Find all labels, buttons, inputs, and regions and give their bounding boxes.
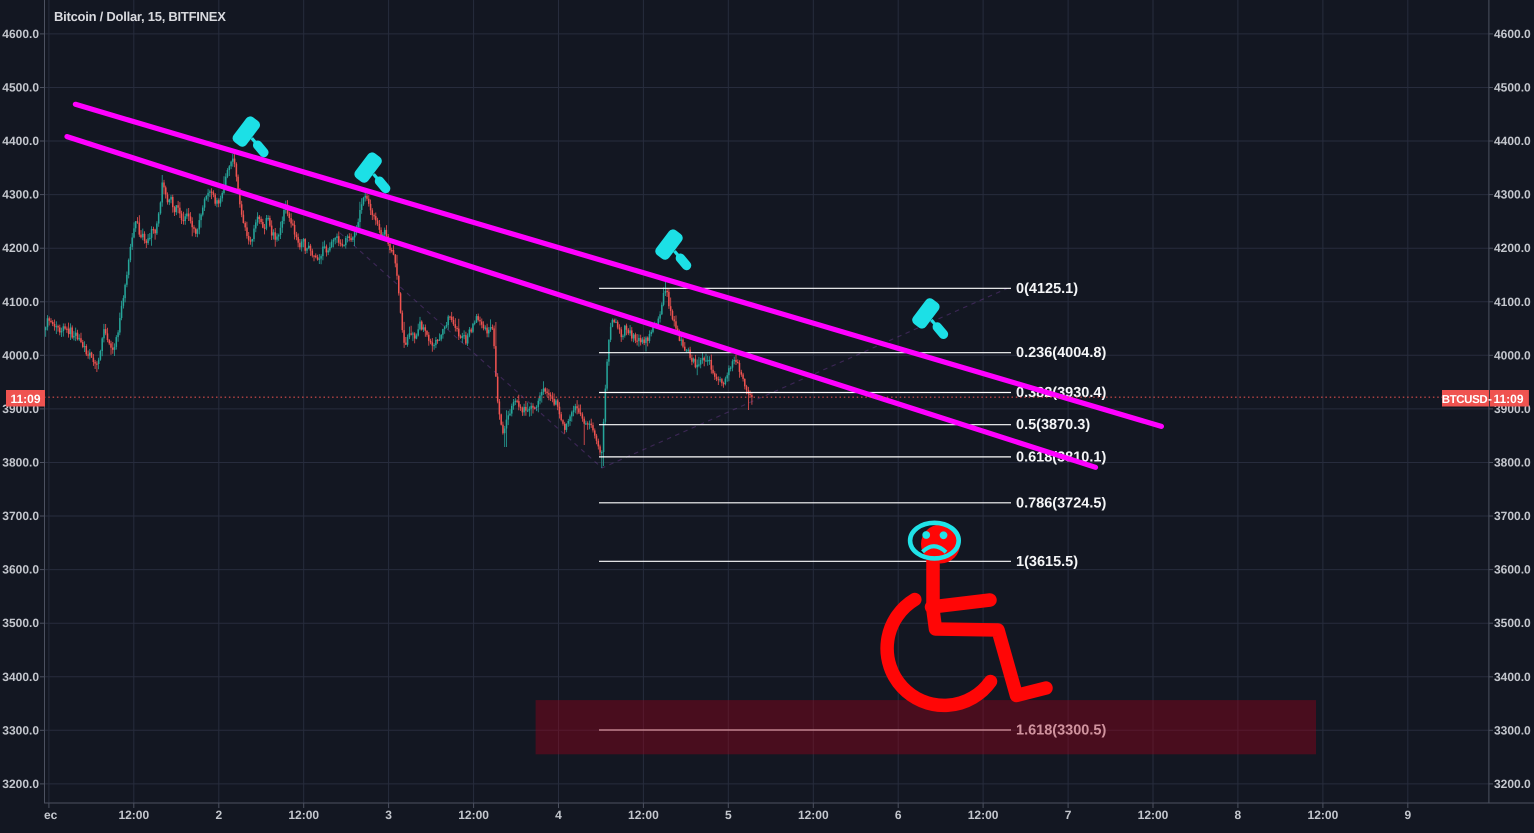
- svg-text:3: 3: [385, 808, 392, 822]
- svg-text:4600.0: 4600.0: [1494, 27, 1531, 41]
- svg-text:5: 5: [725, 808, 732, 822]
- svg-text:3600.0: 3600.0: [2, 563, 39, 577]
- svg-text:12:00: 12:00: [1138, 808, 1169, 822]
- svg-text:12:00: 12:00: [288, 808, 319, 822]
- svg-text:4600.0: 4600.0: [2, 27, 39, 41]
- svg-text:3800.0: 3800.0: [1494, 455, 1531, 469]
- svg-text:3400.0: 3400.0: [1494, 670, 1531, 684]
- svg-text:4200.0: 4200.0: [2, 241, 39, 255]
- svg-text:9: 9: [1404, 808, 1411, 822]
- svg-text:11:09: 11:09: [1493, 392, 1523, 406]
- svg-text:BTCUSD: BTCUSD: [1442, 394, 1488, 406]
- svg-text:-: -: [1488, 392, 1492, 406]
- svg-text:4400.0: 4400.0: [1494, 134, 1531, 148]
- svg-text:8: 8: [1235, 808, 1242, 822]
- svg-text:3500.0: 3500.0: [2, 616, 39, 630]
- svg-text:4200.0: 4200.0: [1494, 241, 1531, 255]
- svg-text:12:00: 12:00: [1308, 808, 1339, 822]
- svg-text:4100.0: 4100.0: [1494, 295, 1531, 309]
- svg-text:2: 2: [215, 808, 222, 822]
- svg-text:0.5(3870.3): 0.5(3870.3): [1016, 417, 1090, 433]
- svg-text:12:00: 12:00: [968, 808, 999, 822]
- svg-text:1.618(3300.5): 1.618(3300.5): [1016, 723, 1106, 739]
- svg-text:3500.0: 3500.0: [1494, 616, 1531, 630]
- svg-text:4000.0: 4000.0: [1494, 348, 1531, 362]
- svg-text:4000.0: 4000.0: [2, 348, 39, 362]
- svg-text:3800.0: 3800.0: [2, 455, 39, 469]
- svg-text:3700.0: 3700.0: [2, 509, 39, 523]
- svg-text:3300.0: 3300.0: [1494, 723, 1531, 737]
- svg-text:6: 6: [895, 808, 902, 822]
- svg-text:4: 4: [555, 808, 562, 822]
- svg-text:11:09: 11:09: [10, 392, 40, 406]
- svg-text:12:00: 12:00: [458, 808, 489, 822]
- svg-text:4500.0: 4500.0: [2, 80, 39, 94]
- svg-text:3400.0: 3400.0: [2, 670, 39, 684]
- svg-text:4300.0: 4300.0: [2, 188, 39, 202]
- svg-text:ec: ec: [44, 808, 58, 822]
- svg-text:0.236(4004.8): 0.236(4004.8): [1016, 345, 1106, 361]
- svg-text:12:00: 12:00: [798, 808, 829, 822]
- svg-text:4100.0: 4100.0: [2, 295, 39, 309]
- svg-text:4500.0: 4500.0: [1494, 80, 1531, 94]
- svg-text:0(4125.1): 0(4125.1): [1016, 281, 1078, 297]
- svg-text:1(3615.5): 1(3615.5): [1016, 554, 1078, 570]
- svg-text:12:00: 12:00: [118, 808, 149, 822]
- svg-text:3200.0: 3200.0: [2, 777, 39, 791]
- svg-text:3700.0: 3700.0: [1494, 509, 1531, 523]
- svg-text:12:00: 12:00: [628, 808, 659, 822]
- svg-text:4300.0: 4300.0: [1494, 188, 1531, 202]
- svg-text:3200.0: 3200.0: [1494, 777, 1531, 791]
- svg-text:3300.0: 3300.0: [2, 723, 39, 737]
- svg-text:4400.0: 4400.0: [2, 134, 39, 148]
- svg-text:Bitcoin / Dollar, 15, BITFINEX: Bitcoin / Dollar, 15, BITFINEX: [54, 9, 226, 24]
- svg-text:7: 7: [1065, 808, 1072, 822]
- svg-text:0.786(3724.5): 0.786(3724.5): [1016, 495, 1106, 511]
- svg-text:3600.0: 3600.0: [1494, 563, 1531, 577]
